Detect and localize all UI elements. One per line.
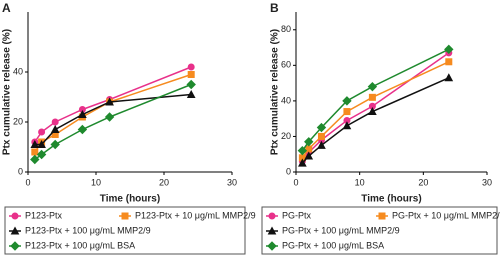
x-tick-label: 0 bbox=[293, 177, 298, 187]
data-point bbox=[316, 122, 327, 133]
data-point bbox=[367, 81, 378, 92]
data-point bbox=[368, 93, 376, 101]
legend-marker bbox=[11, 212, 19, 220]
data-point bbox=[30, 139, 40, 148]
data-point bbox=[317, 140, 326, 149]
legend-label: PG-Ptx bbox=[282, 210, 312, 220]
data-point bbox=[31, 148, 39, 156]
panel-label: A bbox=[2, 1, 11, 15]
y-axis-title: Ptx cumulative release (%) bbox=[2, 29, 13, 155]
y-tick-label: 0 bbox=[286, 166, 291, 176]
data-point bbox=[304, 151, 314, 160]
data-point bbox=[444, 73, 454, 82]
data-point bbox=[77, 124, 88, 135]
legend-label: P123-Ptx + 100 μg/mL BSA bbox=[25, 240, 135, 250]
data-point bbox=[30, 154, 40, 165]
data-point bbox=[298, 158, 307, 167]
y-tick-label: 20 bbox=[13, 116, 23, 126]
legend-label: P123-Ptx bbox=[25, 210, 63, 220]
y-axis-title: Ptx cumulative release (%) bbox=[270, 29, 281, 155]
series-line bbox=[34, 73, 192, 153]
data-point bbox=[445, 58, 453, 66]
data-point bbox=[444, 44, 454, 55]
y-tick-label: 0 bbox=[18, 166, 23, 176]
data-point bbox=[78, 109, 87, 118]
y-tick-label: 20 bbox=[281, 131, 291, 141]
data-point bbox=[38, 128, 46, 136]
x-axis-title: Time (hours) bbox=[361, 194, 421, 205]
x-tick-label: 20 bbox=[159, 177, 169, 187]
legend-label: PG-Ptx + 10 μg/mL MMP2/9 bbox=[392, 210, 500, 220]
data-point bbox=[317, 132, 325, 140]
x-tick-label: 20 bbox=[418, 177, 428, 187]
x-tick-label: 0 bbox=[25, 177, 30, 187]
y-tick-label: 80 bbox=[281, 24, 291, 34]
data-point bbox=[368, 107, 377, 116]
data-point bbox=[50, 139, 60, 150]
data-point bbox=[37, 139, 46, 148]
data-point bbox=[51, 118, 59, 126]
panel-label: B bbox=[270, 1, 279, 15]
y-tick-label: 40 bbox=[281, 95, 291, 105]
data-point bbox=[342, 96, 352, 106]
legend-marker bbox=[10, 241, 20, 251]
data-point bbox=[104, 112, 115, 122]
data-point bbox=[187, 63, 195, 71]
legend-marker bbox=[121, 212, 129, 220]
legend-box bbox=[4, 206, 246, 255]
data-point bbox=[297, 145, 308, 156]
x-axis-title: Time (hours) bbox=[100, 194, 160, 205]
x-tick-label: 30 bbox=[482, 177, 492, 187]
legend-marker bbox=[268, 212, 276, 220]
y-tick-label: 40 bbox=[13, 66, 23, 76]
data-point bbox=[304, 137, 314, 147]
legend-box bbox=[261, 206, 498, 255]
legend-marker bbox=[267, 241, 277, 251]
legend-label: P123-Ptx + 10 μg/mL MMP2/9 bbox=[135, 210, 256, 220]
legend-marker bbox=[267, 226, 277, 235]
x-tick-label: 30 bbox=[227, 177, 237, 187]
data-point bbox=[105, 97, 114, 106]
legend-marker bbox=[10, 226, 20, 235]
data-point bbox=[187, 71, 195, 78]
y-tick-label: 60 bbox=[281, 60, 291, 70]
data-point bbox=[343, 108, 351, 116]
legend-label: P123-Ptx + 100 μg/mL MMP2/9 bbox=[25, 225, 151, 235]
data-point bbox=[36, 149, 47, 160]
series-line bbox=[301, 77, 450, 164]
data-point bbox=[50, 124, 60, 133]
legend-label: PG-Ptx + 100 μg/mL MMP2/9 bbox=[282, 225, 400, 235]
data-point bbox=[186, 79, 196, 90]
x-tick-label: 10 bbox=[355, 177, 365, 187]
x-tick-label: 10 bbox=[91, 177, 101, 187]
legend-label: PG-Ptx + 100 μg/mL BSA bbox=[282, 240, 384, 250]
legend-marker bbox=[378, 212, 386, 220]
data-point bbox=[186, 89, 196, 98]
data-point bbox=[342, 121, 352, 130]
